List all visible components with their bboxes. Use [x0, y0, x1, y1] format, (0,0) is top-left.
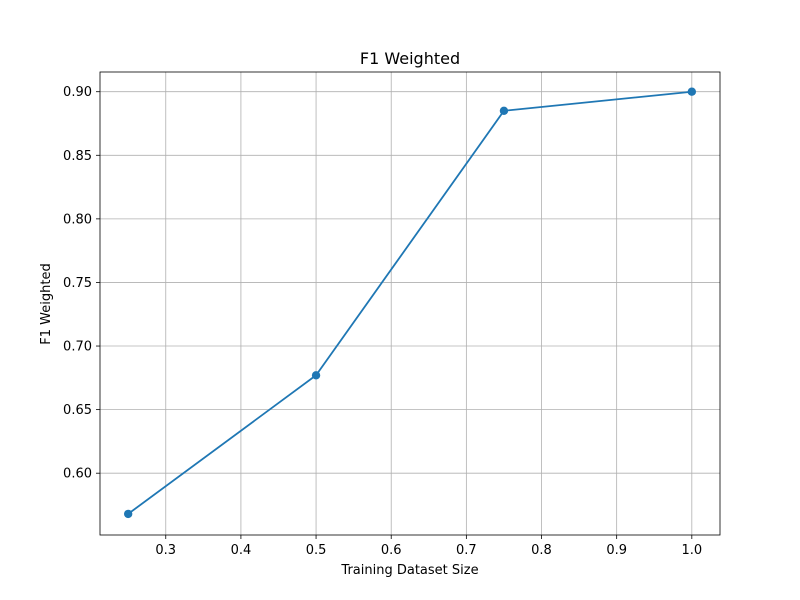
- x-tick-label: 0.6: [381, 543, 402, 558]
- y-tick-label: 0.75: [63, 276, 92, 291]
- plot-frame: [99, 71, 721, 536]
- x-tick-label: 1.0: [681, 543, 702, 558]
- y-tick-label: 0.65: [63, 403, 92, 418]
- data-point: [123, 509, 133, 519]
- series-line: [127, 90, 692, 515]
- chart-title: F1 Weighted: [360, 49, 460, 68]
- y-tick-label: 0.70: [63, 340, 92, 355]
- x-tick-label: 0.3: [155, 543, 176, 558]
- y-tick-label: 0.85: [63, 149, 92, 164]
- data-point: [687, 87, 697, 96]
- y-tick-label: 0.90: [63, 85, 92, 100]
- y-tick-label: 0.60: [63, 467, 92, 482]
- x-tick-label: 0.9: [606, 543, 627, 558]
- data-point: [499, 106, 509, 115]
- x-axis-label: Training Dataset Size: [340, 563, 478, 578]
- x-tick-label: 0.8: [531, 543, 552, 558]
- grid-layer: [100, 72, 720, 535]
- series-layer: [123, 87, 697, 519]
- y-tick-label: 0.80: [63, 212, 92, 227]
- data-point: [311, 371, 321, 380]
- x-tick-label: 0.4: [231, 543, 252, 558]
- x-tick-label: 0.7: [456, 543, 477, 558]
- axes-layer: 0.3 0.4 0.5 0.6 0.7 0.8 0.9 1.0 0.60 0.65 0.70 0.75…: [63, 71, 721, 558]
- y-axis-label: F1 Weighted: [39, 263, 54, 344]
- x-tick-label: 0.5: [306, 543, 327, 558]
